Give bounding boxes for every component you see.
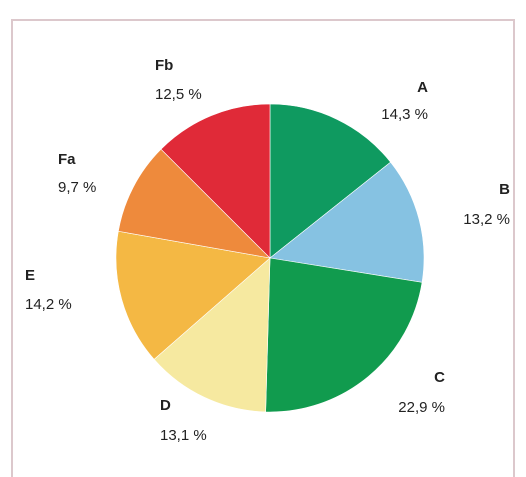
slice-name: B [499, 181, 510, 198]
slice-value-label: 22,9 % [398, 399, 445, 416]
pie-slice [265, 257, 423, 413]
slice-value-label: 14,2 % [25, 296, 72, 313]
slice-name: E [25, 267, 35, 284]
slice-value-label: 12,5 % [155, 86, 202, 103]
slice-value-label: 9,7 % [58, 179, 96, 196]
slice-name: D [160, 397, 171, 414]
slice-name: C [434, 369, 445, 386]
pie-slice [153, 257, 271, 413]
slice-name: Fb [155, 57, 173, 74]
slice-value-label: 14,3 % [381, 106, 428, 123]
slice-name: Fa [58, 151, 76, 168]
pie-slice [160, 103, 271, 259]
pie-slice [115, 230, 271, 360]
slice-value-label: 13,1 % [160, 427, 207, 444]
pie-slice [117, 148, 271, 259]
slice-value-label: 13,2 % [463, 211, 510, 228]
pie-slice [269, 161, 425, 283]
slice-name: A [417, 79, 428, 96]
pie-slice [269, 103, 391, 259]
